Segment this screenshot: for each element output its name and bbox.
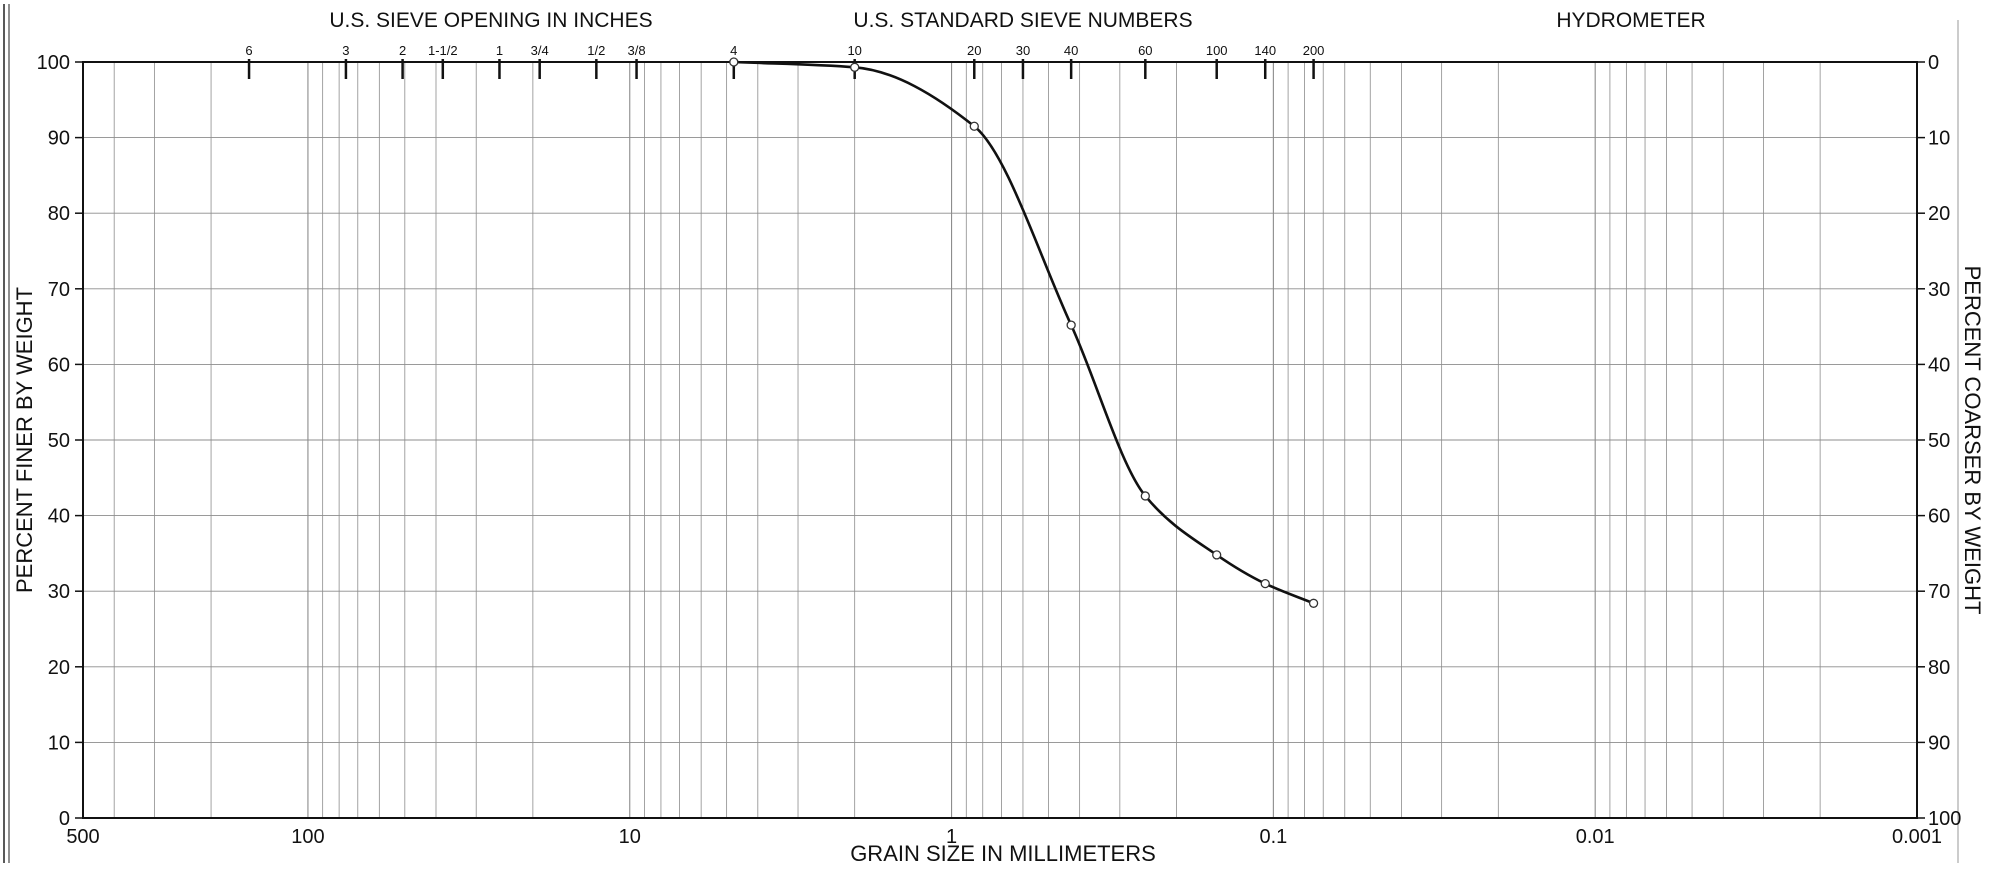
hydrometer-header: HYDROMETER [1556, 9, 1705, 32]
sieve-label: 30 [1016, 43, 1030, 58]
sieve-label: 10 [847, 43, 861, 58]
y-left-tick-label: 10 [48, 732, 70, 754]
x-axis-title: GRAIN SIZE IN MILLIMETERS [850, 841, 1156, 866]
x-tick-label: 1 [946, 826, 957, 848]
y-left-tick-label: 40 [48, 506, 70, 528]
x-tick-label: 0.001 [1892, 826, 1942, 848]
data-point-marker [1066, 320, 1076, 330]
standard-sieve-header: U.S. STANDARD SIEVE NUMBERS [853, 9, 1192, 32]
x-tick-label: 10 [619, 826, 641, 848]
y-left-tick-label: 90 [48, 128, 70, 150]
data-point-marker [969, 121, 979, 131]
x-tick-label: 0.01 [1576, 826, 1615, 848]
x-tick-label: 100 [291, 826, 324, 848]
y-right-tick-label: 20 [1928, 203, 1950, 225]
sieve-label: 140 [1254, 43, 1276, 58]
data-point-marker [1140, 491, 1150, 501]
y-right-tick-label: 90 [1928, 732, 1950, 754]
data-point-marker [1260, 578, 1270, 589]
data-point-marker [850, 62, 860, 72]
y-right-tick-label: 10 [1928, 128, 1950, 150]
sieve-marks: 6 3 2 1-1/2 1 3/4 1/2 3/8 4 10 20 30 40 60 100 140 200 [245, 43, 1324, 79]
y-right-tick-label: 40 [1928, 354, 1950, 376]
y-axis-title-right: PERCENT COARSER BY WEIGHT [1960, 266, 1985, 615]
y-right-tick-label: 100 [1928, 808, 1961, 830]
y-left-tick-label: 80 [48, 203, 70, 225]
x-tick-label: 500 [66, 826, 99, 848]
y-left-tick-label: 30 [48, 581, 70, 603]
data-point-marker [1308, 598, 1319, 608]
sieve-label: 1/2 [587, 43, 605, 58]
y-right-tick-label: 30 [1928, 279, 1950, 301]
axis-ticks: 0102030405060708090100100908070605040302… [37, 52, 1962, 848]
y-right-tick-label: 70 [1928, 581, 1950, 603]
y-left-tick-label: 100 [37, 52, 70, 74]
data-point-marker [1212, 550, 1222, 560]
x-tick-label: 0.1 [1259, 826, 1287, 848]
data-point-marker [729, 57, 739, 67]
sieve-label: 1-1/2 [428, 43, 458, 58]
gradation-curve [729, 57, 1319, 608]
gradation-curve-line [733, 60, 1315, 605]
y-left-tick-label: 70 [48, 279, 70, 301]
sieve-label: 100 [1206, 43, 1228, 58]
y-right-tick-label: 50 [1928, 430, 1950, 452]
y-right-tick-label: 60 [1928, 506, 1950, 528]
y-axis-title-left: PERCENT FINER BY WEIGHT [12, 287, 37, 593]
y-right-tick-label: 0 [1928, 52, 1939, 74]
sieve-label: 3/4 [531, 43, 549, 58]
y-left-tick-label: 0 [59, 808, 70, 830]
sieve-label: 2 [399, 43, 406, 58]
sieve-label: 1 [496, 43, 503, 58]
sieve-label: 6 [245, 43, 252, 58]
sieve-label: 4 [730, 43, 737, 58]
sieve-label: 200 [1303, 43, 1325, 58]
sieve-opening-header: U.S. SIEVE OPENING IN INCHES [329, 9, 652, 32]
y-left-tick-label: 60 [48, 354, 70, 376]
sieve-label: 3/8 [628, 43, 646, 58]
sieve-label: 3 [342, 43, 349, 58]
sieve-label: 40 [1064, 43, 1078, 58]
y-left-tick-label: 20 [48, 657, 70, 679]
sieve-label: 60 [1138, 43, 1152, 58]
outer-frame [3, 4, 1959, 863]
grid-layer [82, 62, 1918, 818]
sieve-label: 20 [967, 43, 981, 58]
y-left-tick-label: 50 [48, 430, 70, 452]
y-right-tick-label: 80 [1928, 657, 1950, 679]
